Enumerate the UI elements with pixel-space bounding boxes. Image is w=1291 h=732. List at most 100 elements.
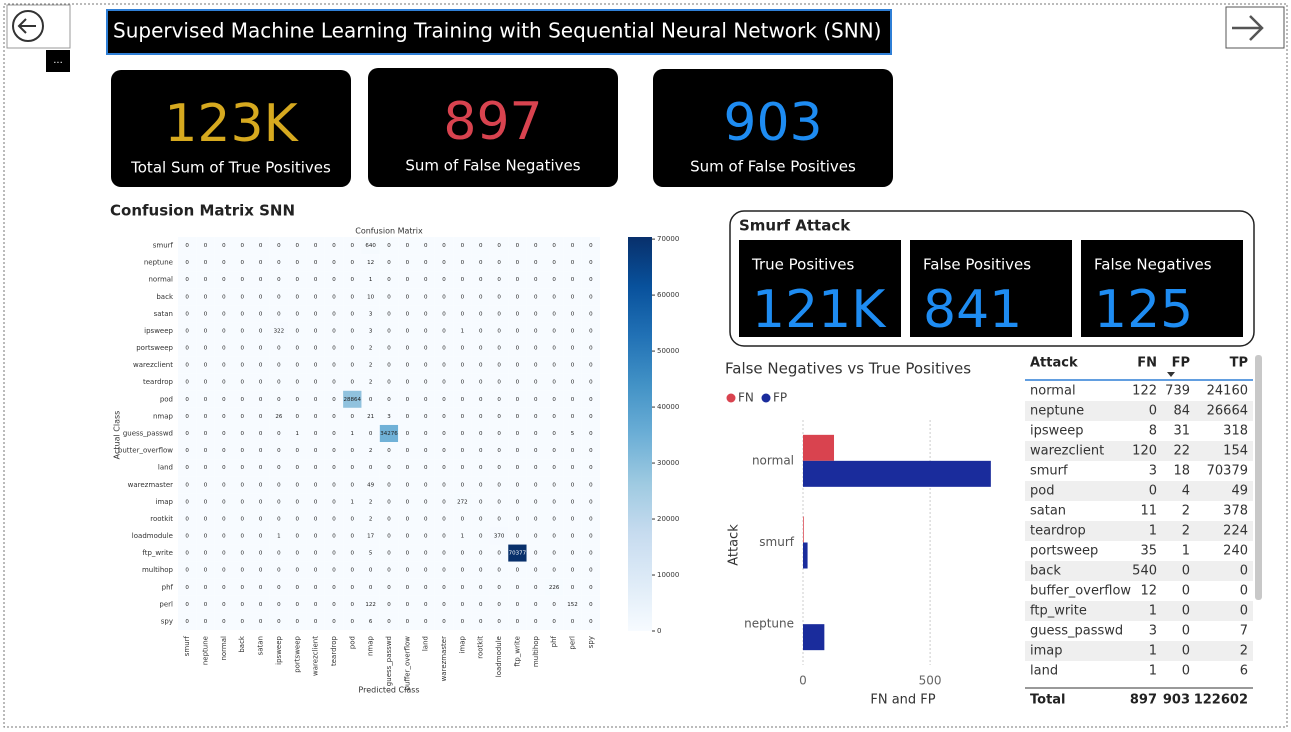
- matrix-cell: [306, 442, 325, 460]
- matrix-cell-value: 0: [296, 294, 300, 300]
- matrix-cell-value: 0: [424, 277, 428, 283]
- matrix-cell: [251, 390, 270, 408]
- matrix-cell: [434, 442, 454, 460]
- matrix-cell-value: 0: [222, 585, 226, 591]
- matrix-cell-value: 0: [424, 516, 428, 522]
- matrix-cell-value: 0: [589, 619, 593, 625]
- table-cell: normal: [1030, 384, 1076, 399]
- matrix-cell: [379, 390, 399, 408]
- table-cell: guess_passwd: [1030, 624, 1123, 639]
- matrix-cell: [453, 271, 472, 289]
- matrix-cell-value: 0: [552, 465, 556, 471]
- matrix-cell-value: 0: [589, 294, 593, 300]
- matrix-cell: [563, 578, 582, 596]
- matrix-cell-value: 0: [351, 602, 355, 608]
- matrix-cell: [379, 595, 399, 613]
- matrix-cell-value: 0: [277, 311, 281, 317]
- matrix-cell: [398, 578, 417, 596]
- table-header: FN: [1137, 356, 1157, 371]
- matrix-cell: [269, 612, 289, 630]
- matrix-cell-value: 0: [442, 260, 446, 266]
- matrix-cell-value: 0: [571, 243, 575, 249]
- more-menu[interactable]: [46, 50, 70, 72]
- matrix-cell: [196, 510, 215, 528]
- matrix-cell-value: 0: [387, 294, 391, 300]
- page-border: [3, 3, 1288, 728]
- table-cell: teardrop: [1030, 524, 1086, 539]
- matrix-cell: [233, 544, 252, 562]
- matrix-cell: [489, 612, 509, 630]
- matrix-cell-value: 0: [571, 294, 575, 300]
- matrix-cell-value: 0: [424, 534, 428, 540]
- matrix-cell: [361, 288, 380, 306]
- matrix-cell-value: 0: [296, 380, 300, 386]
- matrix-cell: [214, 373, 234, 391]
- matrix-cell: [434, 510, 454, 528]
- matrix-row-label: normal: [148, 276, 173, 284]
- matrix-cell-value: 0: [552, 431, 556, 437]
- back-button[interactable]: [6, 4, 71, 49]
- matrix-cell-value: 0: [332, 328, 336, 334]
- matrix-cell-value: 0: [332, 277, 336, 283]
- matrix-cell: [453, 510, 472, 528]
- matrix-cell-value: 0: [534, 431, 538, 437]
- matrix-cell: [434, 271, 454, 289]
- scrollbar[interactable]: [1255, 355, 1262, 600]
- matrix-cell: [288, 561, 307, 579]
- matrix-cell: [471, 237, 490, 255]
- matrix-cell: [251, 510, 270, 528]
- matrix-cell-value: 1: [277, 534, 281, 540]
- matrix-cell: [398, 339, 417, 357]
- matrix-cell: [306, 612, 325, 630]
- matrix-cell-value: 0: [314, 414, 318, 420]
- matrix-cell-value: 0: [314, 328, 318, 334]
- matrix-cell: [196, 271, 215, 289]
- matrix-cell-value: 0: [332, 585, 336, 591]
- matrix-cell-value: 0: [277, 482, 281, 488]
- matrix-cell-value: 0: [497, 551, 501, 557]
- forward-button[interactable]: [1225, 6, 1285, 49]
- matrix-cell: [178, 612, 197, 630]
- matrix-cell: [178, 476, 197, 494]
- matrix-cell-value: 0: [259, 294, 263, 300]
- matrix-cell-value: 0: [296, 568, 300, 574]
- matrix-cell: [269, 305, 289, 323]
- matrix-cell: [178, 544, 197, 562]
- matrix-cell: [581, 339, 600, 357]
- matrix-cell: [379, 237, 399, 255]
- matrix-cell-value: 0: [185, 585, 189, 591]
- matrix-cell: [343, 612, 362, 630]
- matrix-cell-value: 0: [461, 346, 465, 352]
- table-cell: 1: [1149, 604, 1157, 619]
- matrix-cell: [416, 493, 435, 511]
- matrix-cell: [288, 595, 307, 613]
- smurf-card: [910, 240, 1072, 337]
- sort-arrow[interactable]: [1167, 372, 1175, 377]
- matrix-cell-value: 0: [387, 363, 391, 369]
- matrix-cell: [544, 527, 564, 545]
- matrix-cell-value: 0: [222, 277, 226, 283]
- smurf-card: [1081, 240, 1243, 337]
- matrix-cell: [196, 595, 215, 613]
- matrix-cell-value: 0: [424, 431, 428, 437]
- table-cell: 1: [1182, 544, 1190, 559]
- matrix-cell: [361, 407, 380, 425]
- matrix-cell-value: 49: [367, 482, 374, 488]
- table-cell: 8: [1149, 424, 1157, 439]
- matrix-cell-value: 0: [406, 602, 410, 608]
- matrix-cell: [581, 407, 600, 425]
- matrix-cell: [508, 578, 527, 596]
- matrix-cell-value: 0: [185, 568, 189, 574]
- matrix-col-label: neptune: [202, 636, 210, 665]
- matrix-col-label: warezclient: [312, 636, 320, 676]
- matrix-cell: [269, 459, 289, 477]
- matrix-cell-value: 0: [240, 585, 244, 591]
- matrix-cell-value: 0: [185, 243, 189, 249]
- matrix-cell-value: 0: [259, 482, 263, 488]
- matrix-cell: [269, 356, 289, 374]
- matrix-cell: [563, 271, 582, 289]
- matrix-cell: [508, 237, 527, 255]
- matrix-cell: [233, 322, 252, 340]
- matrix-cell-value: 34276: [380, 431, 398, 437]
- matrix-cell: [269, 390, 289, 408]
